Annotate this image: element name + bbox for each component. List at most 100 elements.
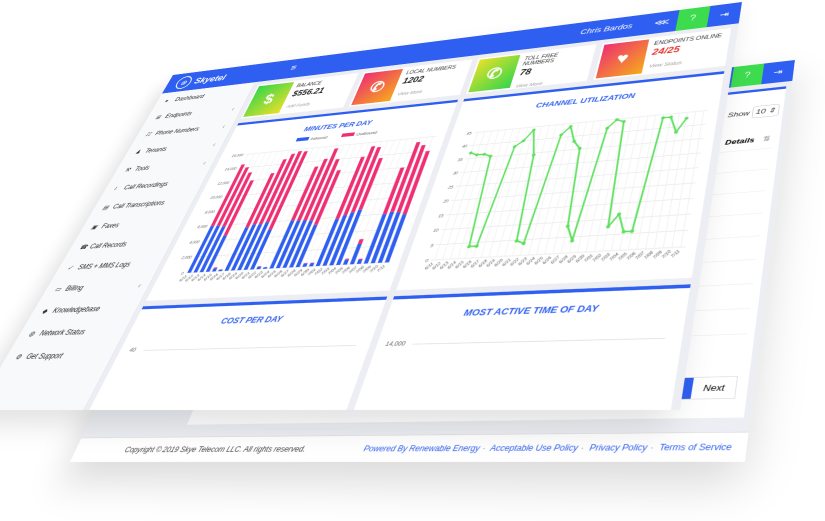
legend-label[interactable]: Inbound [310,135,329,141]
x-tick-label: 6/21 [501,257,513,267]
data-point[interactable] [621,229,626,234]
stat-link[interactable]: View More [396,88,424,97]
y-tick-label: 10,000 [209,195,223,200]
y-tick-label: 2,000 [179,255,193,261]
show-label: Show [727,109,751,119]
data-point[interactable] [616,212,622,216]
outbound-bar[interactable] [357,239,364,245]
sidebar-item-label: Tools [133,164,152,173]
gridline [594,118,624,251]
x-tick-label: 6/19 [228,271,238,280]
logout-icon[interactable]: ⇥ [773,67,784,77]
y-tick-label: 40 [461,144,468,149]
x-tick-label: 7/11 [669,248,682,259]
chevron-left-icon: ‹ [230,105,237,113]
help-button[interactable]: ? [675,6,711,32]
x-tick-label: 7/01 [582,253,594,264]
x-tick-label: 7/06 [625,250,638,261]
data-point[interactable] [521,139,526,143]
column-header[interactable]: Details [724,135,756,147]
gridline [436,230,688,244]
acceptable-use-link[interactable]: Acceptable Use Policy [489,442,579,453]
data-point[interactable] [565,224,571,228]
x-tick-label: 7/02 [591,252,603,263]
sidebar-item-label: Endpoints [163,110,194,120]
data-point[interactable] [605,126,610,130]
channel-utilization-card: CHANNEL UTILIZATION 0 5 10 15 20 25 30 35 40 45 6/… [396,71,725,291]
stat-link[interactable]: Add Funds [285,101,312,109]
x-tick-label: 7/04 [327,266,338,276]
privacy-policy-link[interactable]: Privacy Policy [588,442,649,453]
data-point[interactable] [531,153,536,157]
data-point[interactable] [660,116,666,120]
stat-link[interactable]: View Status [648,59,683,69]
x-tick-label: 6/30 [574,253,586,264]
gridline [214,152,272,272]
data-point[interactable] [466,244,472,249]
y-tick-label: 14,000 [384,339,407,348]
data-point[interactable] [684,116,689,120]
x-tick-label: 7/03 [599,252,611,263]
y-tick-label: 25 [446,185,454,190]
x-tick-label: 7/10 [660,249,673,260]
gridline [637,115,664,250]
sort-icon[interactable]: ⇅ [761,134,771,143]
x-tick-label: 6/12 [431,261,442,271]
x-tick-label: 7/01 [306,267,317,277]
data-point[interactable] [569,238,575,243]
x-tick-label: 7/05 [334,266,345,276]
data-point[interactable] [673,130,679,134]
logo-icon: ◎ [173,75,195,90]
page-size-control: Show 10 ⇕ [727,103,780,121]
legend-label[interactable]: Outbound [356,130,379,136]
data-point[interactable] [629,229,635,234]
outbound-bar[interactable] [390,141,421,213]
x-tick-label: 6/22 [247,270,257,280]
next-page-button[interactable]: Next [702,382,726,394]
sidebar-item-label: Faxes [99,221,122,230]
sidebar-item-network-status[interactable]: ◍ Network Status [13,319,131,346]
data-point[interactable] [531,128,536,132]
x-tick-label: 7/02 [313,267,324,277]
gridline [489,128,528,258]
y-tick-label: 12,000 [216,181,230,186]
x-tick-label: 6/25 [533,255,545,265]
y-tick-label: 40 [128,346,138,353]
most-active-time-card: MOST ACTIVE TIME OF DAY 14,000 [349,284,691,410]
terms-of-service-link[interactable]: Terms of Service [658,442,733,453]
x-tick-label: 6/19 [485,258,497,268]
renewable-energy-link[interactable]: Powered By Renewable Energy [362,443,482,454]
logout-icon[interactable]: ⇥ [719,10,730,20]
help-button[interactable]: ? [730,63,765,88]
x-tick-label: 6/12 [184,273,194,282]
data-point[interactable] [668,115,674,119]
x-tick-label: 6/23 [254,270,264,280]
page-size-select[interactable]: 10 ⇕ [751,103,780,119]
x-tick-label: 7/09 [361,264,372,274]
data-point[interactable] [605,224,611,229]
inbound-bar[interactable] [356,259,363,264]
inbound-bar[interactable] [193,225,221,273]
data-point[interactable] [558,133,564,137]
sidebar-item-label: Knowledgebase [51,304,103,315]
chevron-left-icon: ‹ [211,140,218,148]
sidebar-item-get-support[interactable]: ⚙ Get Support [0,342,119,368]
y-tick-label: 15 [437,213,444,218]
x-tick-label: 6/17 [215,272,225,281]
utilization-line [439,113,688,248]
x-tick-label: 7/03 [320,266,331,276]
y-tick-label: 20 [441,199,450,204]
data-point[interactable] [568,124,573,129]
x-tick-label: 6/20 [493,257,505,267]
legend-swatch [295,136,310,142]
x-tick-label: 6/28 [286,268,297,278]
data-point[interactable] [474,244,480,248]
gridline [504,126,542,256]
inbound-bar[interactable] [199,226,226,273]
user-name[interactable]: Chris Bardos [579,21,634,36]
data-point[interactable] [512,144,517,149]
menu-icon[interactable]: ≡ [288,62,299,73]
x-tick-label: 6/11 [178,274,188,283]
inbound-bar[interactable] [342,259,350,265]
x-tick-label: 7/09 [651,249,664,260]
